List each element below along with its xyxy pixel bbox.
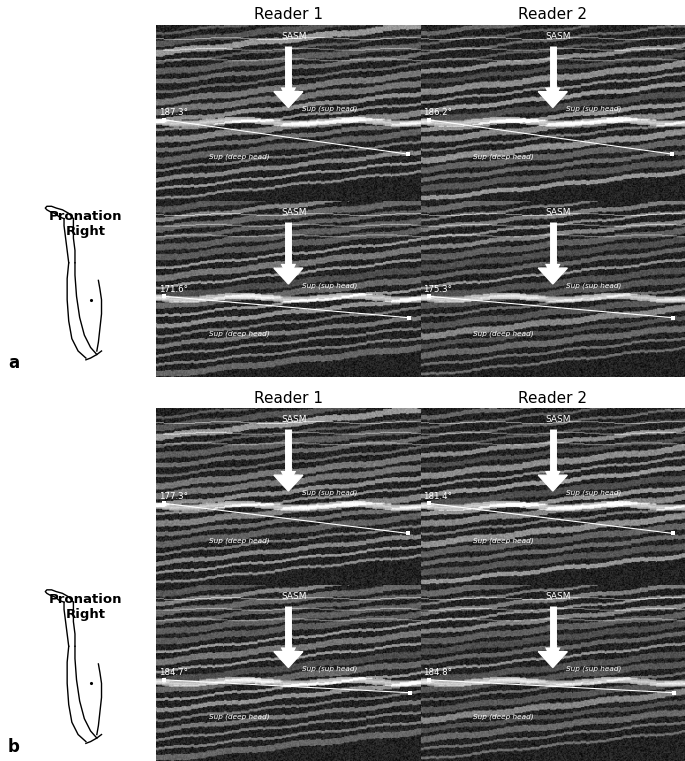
Text: Sup (deep head): Sup (deep head): [473, 537, 534, 543]
Text: 177.3°: 177.3°: [159, 492, 188, 501]
Text: Sup (sup head): Sup (sup head): [566, 106, 621, 113]
Text: Sup (deep head): Sup (deep head): [473, 330, 534, 336]
Text: 184.7°: 184.7°: [159, 668, 188, 677]
Text: Sup (deep head): Sup (deep head): [473, 714, 534, 720]
Text: 171.6°: 171.6°: [159, 285, 188, 294]
Text: Sup (deep head): Sup (deep head): [473, 154, 534, 160]
Polygon shape: [274, 268, 303, 284]
Polygon shape: [538, 475, 567, 491]
Text: Sup (deep head): Sup (deep head): [209, 714, 270, 720]
Text: Sup (sup head): Sup (sup head): [301, 282, 357, 289]
Text: Reader 2: Reader 2: [519, 390, 587, 406]
Polygon shape: [274, 651, 303, 667]
Text: Sup (sup head): Sup (sup head): [566, 282, 621, 289]
Text: SASM: SASM: [281, 32, 306, 40]
Text: b: b: [8, 737, 20, 756]
Text: SASM: SASM: [281, 416, 306, 424]
Text: SASM: SASM: [545, 416, 571, 424]
Text: Reader 1: Reader 1: [254, 7, 323, 22]
Text: Sup (sup head): Sup (sup head): [566, 666, 621, 673]
Text: a: a: [8, 354, 19, 372]
Polygon shape: [538, 268, 567, 284]
Text: 184.8°: 184.8°: [423, 668, 452, 677]
Text: 187.3°: 187.3°: [159, 108, 188, 117]
Text: Sup (deep head): Sup (deep head): [209, 154, 270, 160]
Text: Reader 2: Reader 2: [519, 7, 587, 22]
Text: Sup (deep head): Sup (deep head): [209, 537, 270, 543]
Text: Sup (sup head): Sup (sup head): [301, 489, 357, 496]
Polygon shape: [538, 91, 567, 107]
Text: Pronation
Right: Pronation Right: [49, 594, 123, 622]
Text: 186.2°: 186.2°: [423, 108, 452, 117]
Text: 181.4°: 181.4°: [423, 492, 452, 501]
Text: SASM: SASM: [281, 591, 306, 600]
Text: Sup (sup head): Sup (sup head): [301, 666, 357, 673]
Text: 175.3°: 175.3°: [423, 285, 452, 294]
Text: Sup (sup head): Sup (sup head): [301, 106, 357, 113]
Text: Supination
Right: Supination Right: [45, 33, 127, 62]
Polygon shape: [274, 475, 303, 491]
Text: SASM: SASM: [545, 591, 571, 600]
Text: SASM: SASM: [545, 208, 571, 217]
Polygon shape: [538, 651, 567, 667]
Text: Pronation
Right: Pronation Right: [49, 210, 123, 238]
Polygon shape: [274, 91, 303, 107]
Text: Sup (sup head): Sup (sup head): [566, 489, 621, 496]
Text: Supination
Right: Supination Right: [45, 417, 127, 445]
Text: SASM: SASM: [545, 32, 571, 40]
Text: SASM: SASM: [281, 208, 306, 217]
Text: Sup (deep head): Sup (deep head): [209, 330, 270, 336]
Text: Reader 1: Reader 1: [254, 390, 323, 406]
